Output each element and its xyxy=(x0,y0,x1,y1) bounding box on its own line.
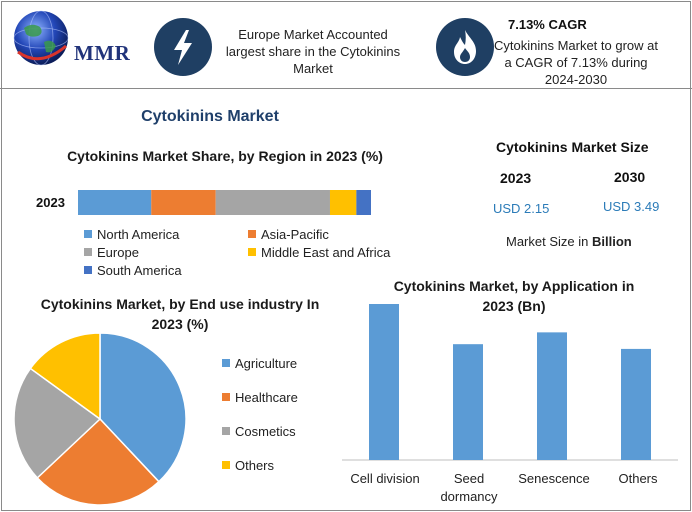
legend-south-america: South America xyxy=(84,263,182,279)
pie-slice-others xyxy=(29,332,101,421)
stacked-segment-north-america xyxy=(78,190,152,215)
legend-label: Healthcare xyxy=(235,390,298,405)
market-size-title: Cytokinins Market Size xyxy=(496,139,649,155)
main-title: Cytokinins Market xyxy=(141,108,279,125)
application-chart-title: Cytokinins Market, by Application in 202… xyxy=(393,278,635,314)
mmr-logo: MMR xyxy=(10,8,140,68)
bar-senescence xyxy=(537,332,567,460)
flame-icon xyxy=(436,18,494,76)
legend-label: Middle East and Africa xyxy=(261,245,391,260)
region-chart-title: Cytokinins Market Share, by Region in 20… xyxy=(67,148,383,164)
legend-label: Others xyxy=(235,458,275,473)
pie-slice-agriculture xyxy=(99,332,187,483)
market-size-note-prefix: Market Size in xyxy=(506,234,592,249)
legend-others: Others xyxy=(222,458,274,474)
legend-healthcare: Healthcare xyxy=(222,390,298,406)
stacked-segment-europe xyxy=(215,190,330,215)
legend-asia-pacific: Asia-Pacific xyxy=(248,227,329,243)
lightning-bolt-icon xyxy=(154,18,212,76)
legend-swatch xyxy=(248,248,256,256)
legend-swatch xyxy=(222,427,230,435)
x-tick-label: Senescence xyxy=(518,471,590,486)
market-size-note-unit: Billion xyxy=(591,234,632,249)
stacked-segment-asia-pacific xyxy=(151,190,216,215)
europe-share-text: Europe Market Accounted largest share in… xyxy=(225,27,401,76)
region-bar-category: 2023 xyxy=(36,195,65,210)
market-size-year-2030: 2030 xyxy=(614,169,646,185)
globe-icon xyxy=(13,10,69,66)
legend-swatch xyxy=(84,248,92,256)
legend-label: Asia-Pacific xyxy=(261,227,329,242)
cagr-title: 7.13% CAGR xyxy=(508,17,587,32)
bar-seed-dormancy xyxy=(453,344,483,460)
legend-north-america: North America xyxy=(84,227,179,243)
x-tick-label: Cell division xyxy=(350,471,420,486)
market-size-value-2023: USD 2.15 xyxy=(493,201,550,216)
legend-europe: Europe xyxy=(84,245,139,261)
bar-others xyxy=(621,348,651,460)
legend-swatch xyxy=(84,230,92,238)
legend-swatch xyxy=(222,359,230,367)
pie-slice-healthcare xyxy=(36,417,160,506)
market-size-year-2023: 2023 xyxy=(500,170,532,186)
logo-text: MMR xyxy=(74,41,131,65)
legend-swatch xyxy=(84,266,92,274)
stacked-segment-south-america xyxy=(356,190,371,215)
legend-middle-east-africa: Middle East and Africa xyxy=(248,245,390,261)
end-use-chart-title: Cytokinins Market, by End use industry I… xyxy=(40,296,320,332)
legend-swatch xyxy=(222,461,230,469)
stacked-segment-middle-east-and-africa xyxy=(329,190,357,215)
x-tick-label: Others xyxy=(618,471,658,486)
pie-slice-cosmetics xyxy=(13,367,102,479)
legend-label: Cosmetics xyxy=(235,424,296,439)
legend-agriculture: Agriculture xyxy=(222,356,297,372)
legend-label: Agriculture xyxy=(235,356,298,371)
market-size-note: Market Size in Billion xyxy=(506,233,646,250)
legend-cosmetics: Cosmetics xyxy=(222,424,296,440)
legend-label: Europe xyxy=(97,245,139,260)
legend-swatch xyxy=(222,393,230,401)
cagr-text: Cytokinins Market to grow at a CAGR of 7… xyxy=(493,38,658,87)
legend-swatch xyxy=(248,230,256,238)
legend-label: South America xyxy=(97,263,182,278)
header-band: MMR Europe Market Accounted largest shar… xyxy=(0,0,692,89)
bar-cell-division xyxy=(369,304,399,460)
market-size-value-2030: USD 3.49 xyxy=(603,199,660,214)
legend-label: North America xyxy=(97,227,180,242)
x-tick-label: Seed dormancy xyxy=(440,471,498,504)
